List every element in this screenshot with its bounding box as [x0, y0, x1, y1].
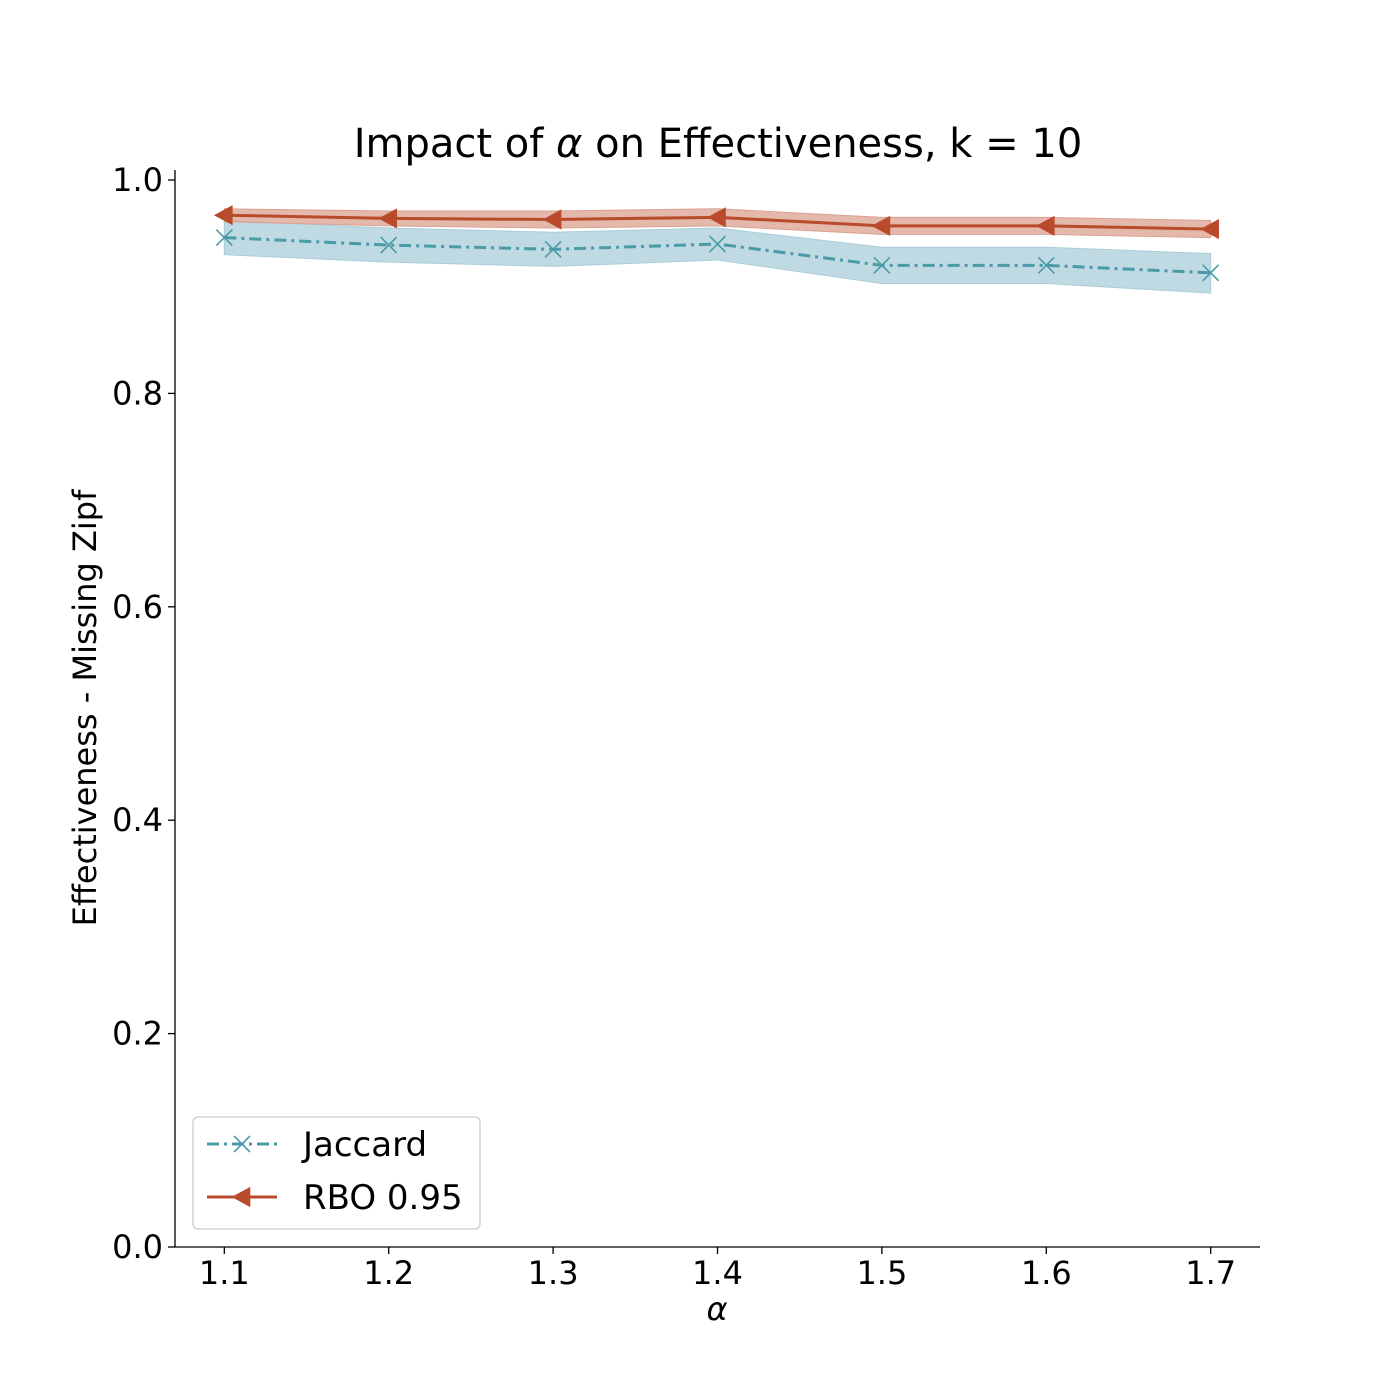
series-markers	[213, 205, 1220, 282]
x-tick-label: 1.2	[363, 1254, 414, 1292]
y-tick-label: 0.2	[112, 1015, 163, 1053]
jaccard-point	[215, 229, 233, 247]
y-tick-label: 1.0	[112, 161, 163, 199]
legend-jaccard-label: Jaccard	[301, 1125, 427, 1165]
rbo-0-95-point	[378, 208, 398, 229]
legend: Jaccard RBO 0.95	[192, 1116, 481, 1230]
jaccard-point	[1037, 256, 1055, 274]
y-tick-label: 0.6	[112, 588, 163, 626]
rbo-0-95-point	[213, 205, 233, 226]
x-tick-label: 1.3	[528, 1254, 579, 1292]
y-tick-label: 0.0	[112, 1228, 163, 1266]
rbo-0-95-band	[223, 208, 1212, 239]
rbo-0-95-point	[542, 209, 562, 230]
x-axis-label: α	[706, 1290, 727, 1328]
y-tick-label: 0.4	[112, 801, 163, 839]
jaccard-point	[1202, 264, 1220, 282]
chart-title: Impact of α on Effectiveness, k = 10	[354, 121, 1083, 167]
chart-title-part-1: Impact of	[354, 121, 556, 167]
x-tick-label: 1.6	[1021, 1254, 1072, 1292]
jaccard-point	[380, 236, 398, 254]
x-tick-label: 1.1	[199, 1254, 250, 1292]
y-tick-label: 0.8	[112, 374, 163, 412]
confidence-bands	[223, 208, 1212, 294]
x-axis-ticks: 1.1 1.2 1.3 1.4 1.5 1.6 1.7	[199, 1247, 1236, 1292]
x-tick-label: 1.5	[856, 1254, 907, 1292]
rbo-0-95-point	[1035, 215, 1055, 236]
rbo-0-95-point	[1200, 218, 1219, 240]
rbo-0-95-point	[871, 215, 891, 236]
rbo-0-95-point	[707, 207, 726, 228]
chart-title-part-2: on Effectiveness, k = 10	[582, 121, 1082, 167]
y-axis-ticks: 0.0 0.2 0.4 0.6 0.8 1.0	[112, 161, 175, 1266]
jaccard-band	[223, 220, 1212, 294]
legend-jaccard-marker	[233, 1135, 251, 1153]
y-axis-label: Effectiveness - Missing Zipf	[66, 489, 104, 926]
legend-rbo-0-95-marker	[231, 1186, 251, 1208]
jaccard-point	[708, 235, 727, 253]
chart-title-part-alpha: α	[556, 121, 582, 167]
jaccard-point	[873, 256, 891, 274]
legend-rbo-0-95-label: RBO 0.95	[303, 1178, 463, 1218]
jaccard-point	[544, 240, 562, 258]
x-tick-label: 1.7	[1185, 1254, 1236, 1292]
x-tick-label: 1.4	[692, 1254, 743, 1292]
